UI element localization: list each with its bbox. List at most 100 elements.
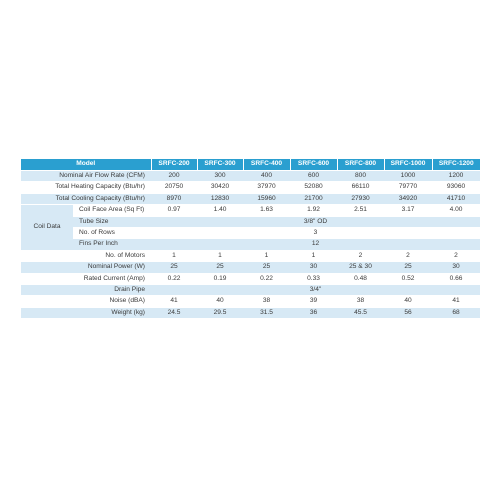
row-label: Fins Per Inch xyxy=(73,238,151,251)
table-cell: 2 xyxy=(384,250,432,263)
table-cell: 25 xyxy=(197,261,243,274)
table-cell: 1.40 xyxy=(197,204,243,217)
table-cell: 1.63 xyxy=(243,204,290,217)
table-cell: 25 xyxy=(151,261,197,274)
row-air-flow: Nominal Air Flow Rate (CFM) 200 300 400 … xyxy=(21,170,480,183)
table-cell: 0.22 xyxy=(243,273,290,286)
table-cell: 1 xyxy=(151,250,197,263)
table-cell: 40 xyxy=(384,295,432,308)
table-cell: 79770 xyxy=(384,181,432,194)
table-cell: 12 xyxy=(151,238,480,251)
table-cell: 68 xyxy=(432,307,480,320)
table-cell: 0.66 xyxy=(432,273,480,286)
row-label: Noise (dBA) xyxy=(21,295,151,308)
header-srfc-200: SRFC-200 xyxy=(151,159,198,171)
table-cell: 20750 xyxy=(151,181,197,194)
header-row: Model SRFC-200 SRFC-300 SRFC-400 SRFC-60… xyxy=(21,159,480,171)
table-cell: 0.19 xyxy=(197,273,243,286)
table-cell: 300 xyxy=(197,170,243,183)
table-cell: 8970 xyxy=(151,193,197,206)
table-cell: 41 xyxy=(151,295,197,308)
table-cell: 0.52 xyxy=(384,273,432,286)
header-srfc-300: SRFC-300 xyxy=(197,159,244,171)
table-cell: 1.92 xyxy=(290,204,337,217)
table-cell: 45.5 xyxy=(337,307,384,320)
table-cell: 24.5 xyxy=(151,307,197,320)
row-weight: Weight (kg) 24.5 29.5 31.5 36 45.5 56 68 xyxy=(21,307,480,320)
row-fins-per-inch: Fins Per Inch 12 xyxy=(21,238,480,251)
table-cell: 400 xyxy=(243,170,290,183)
table-cell: 0.22 xyxy=(151,273,197,286)
table-cell: 37970 xyxy=(243,181,290,194)
header-srfc-800: SRFC-800 xyxy=(337,159,385,171)
table-cell: 3/4" xyxy=(151,284,480,297)
table-cell: 66110 xyxy=(337,181,384,194)
table-cell: 39 xyxy=(290,295,337,308)
table-cell: 41 xyxy=(432,295,480,308)
table-cell: 0.97 xyxy=(151,204,197,217)
row-drain-pipe: Drain Pipe 3/4" xyxy=(21,284,480,297)
header-srfc-1000: SRFC-1000 xyxy=(384,159,433,171)
row-label: No. of Rows xyxy=(73,227,151,240)
table-cell: 31.5 xyxy=(243,307,290,320)
table-cell: 200 xyxy=(151,170,197,183)
row-heating: Total Heating Capacity (Btu/hr) 20750 30… xyxy=(21,181,480,194)
row-label: Nominal Air Flow Rate (CFM) xyxy=(21,170,151,183)
table-cell: 56 xyxy=(384,307,432,320)
table-cell: 21700 xyxy=(290,193,337,206)
header-srfc-600: SRFC-600 xyxy=(290,159,338,171)
row-current: Rated Current (Amp) 0.22 0.19 0.22 0.33 … xyxy=(21,273,480,286)
table-cell: 2 xyxy=(432,250,480,263)
table-cell: 36 xyxy=(290,307,337,320)
table-cell: 15960 xyxy=(243,193,290,206)
table-cell: 600 xyxy=(290,170,337,183)
row-label: Nominal Power (W) xyxy=(21,261,151,274)
table-cell: 800 xyxy=(337,170,384,183)
table-cell: 4.00 xyxy=(432,204,480,217)
header-srfc-400: SRFC-400 xyxy=(243,159,291,171)
row-label: Weight (kg) xyxy=(21,307,151,320)
row-label: No. of Motors xyxy=(21,250,151,263)
table-cell: 38 xyxy=(337,295,384,308)
table-cell: 12830 xyxy=(197,193,243,206)
table-cell: 25 & 30 xyxy=(337,261,384,274)
row-motors: No. of Motors 1 1 1 1 2 2 2 xyxy=(21,250,480,263)
row-label: Total Heating Capacity (Btu/hr) xyxy=(21,181,151,194)
table-cell: 29.5 xyxy=(197,307,243,320)
table-cell: 2.51 xyxy=(337,204,384,217)
row-power: Nominal Power (W) 25 25 25 30 25 & 30 25… xyxy=(21,261,480,274)
row-tube-size: Tube Size 3/8" OD xyxy=(21,216,480,229)
table-cell: 40 xyxy=(197,295,243,308)
row-coil-face-area: Coil Data Coil Face Area (Sq Ft) 0.97 1.… xyxy=(21,204,480,251)
table-cell: 30 xyxy=(290,261,337,274)
table-cell: 25 xyxy=(243,261,290,274)
table-cell: 52080 xyxy=(290,181,337,194)
table-cell: 38 xyxy=(243,295,290,308)
table-cell: 30420 xyxy=(197,181,243,194)
row-label: Rated Current (Amp) xyxy=(21,273,151,286)
table-cell: 25 xyxy=(384,261,432,274)
table-cell: 3/8" OD xyxy=(151,216,480,229)
row-label: Coil Face Area (Sq Ft) xyxy=(73,204,151,217)
table-cell: 3.17 xyxy=(384,204,432,217)
table-cell: 1 xyxy=(243,250,290,263)
row-noise: Noise (dBA) 41 40 38 39 38 40 41 xyxy=(21,295,480,308)
row-label: Tube Size xyxy=(73,216,151,229)
spec-table: Model SRFC-200 SRFC-300 SRFC-400 SRFC-60… xyxy=(21,159,480,320)
table-cell: 0.33 xyxy=(290,273,337,286)
header-model: Model xyxy=(21,159,152,171)
table-cell: 1000 xyxy=(384,170,432,183)
table-cell: 41710 xyxy=(432,193,480,206)
table-cell: 1 xyxy=(290,250,337,263)
row-no-of-rows: No. of Rows 3 xyxy=(21,227,480,240)
table-cell: 30 xyxy=(432,261,480,274)
coil-data-group-label: Coil Data xyxy=(21,204,73,251)
table-cell: 1200 xyxy=(432,170,480,183)
table-cell: 34920 xyxy=(384,193,432,206)
table-cell: 3 xyxy=(151,227,480,240)
table-cell: 1 xyxy=(197,250,243,263)
row-label: Drain Pipe xyxy=(21,284,151,297)
header-srfc-1200: SRFC-1200 xyxy=(432,159,480,171)
table-cell: 0.48 xyxy=(337,273,384,286)
row-cooling: Total Cooling Capacity (Btu/hr) 8970 128… xyxy=(21,193,480,206)
